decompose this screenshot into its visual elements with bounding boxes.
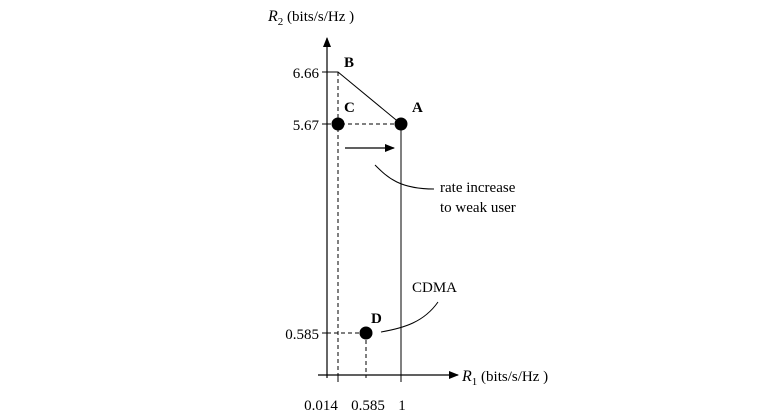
point-c-label: C [344,100,355,116]
point-c-marker [331,117,345,131]
cdma-label: CDMA [412,280,457,296]
rate-increase-text-line2: to weak user [440,200,516,216]
point-b-label: B [344,55,354,71]
rate-increase-text-line1: rate increase [440,180,516,196]
y-tick-label-0-585: 0.585 [285,327,319,343]
y-tick-label-5-67: 5.67 [293,118,320,134]
capacity-region-boundary [327,71,402,375]
point-d-marker [359,326,373,340]
cdma-leader [380,301,439,333]
point-d-label: D [371,311,382,327]
rate-increase-leader [374,164,435,190]
y-axis-subscript: 2 [278,16,284,28]
y-axis-title: R2 (bits/s/Hz ) [267,8,354,28]
point-a-label: A [412,100,423,116]
y-axis-units: (bits/s/Hz ) [283,9,354,25]
x-axis-subscript: 1 [472,376,478,388]
x-axis-title: R1 (bits/s/Hz ) [461,368,548,388]
x-axis-units: (bits/s/Hz ) [477,369,548,385]
x-tick-label-0-585: 0.585 [351,398,385,414]
point-a-marker [394,117,408,131]
x-tick-label-0-014: 0.014 [304,398,338,414]
y-axis-symbol: R [267,8,278,25]
y-tick-label-6-66: 6.66 [293,66,320,82]
x-axis-symbol: R [461,368,472,385]
x-tick-label-1: 1 [398,398,406,414]
